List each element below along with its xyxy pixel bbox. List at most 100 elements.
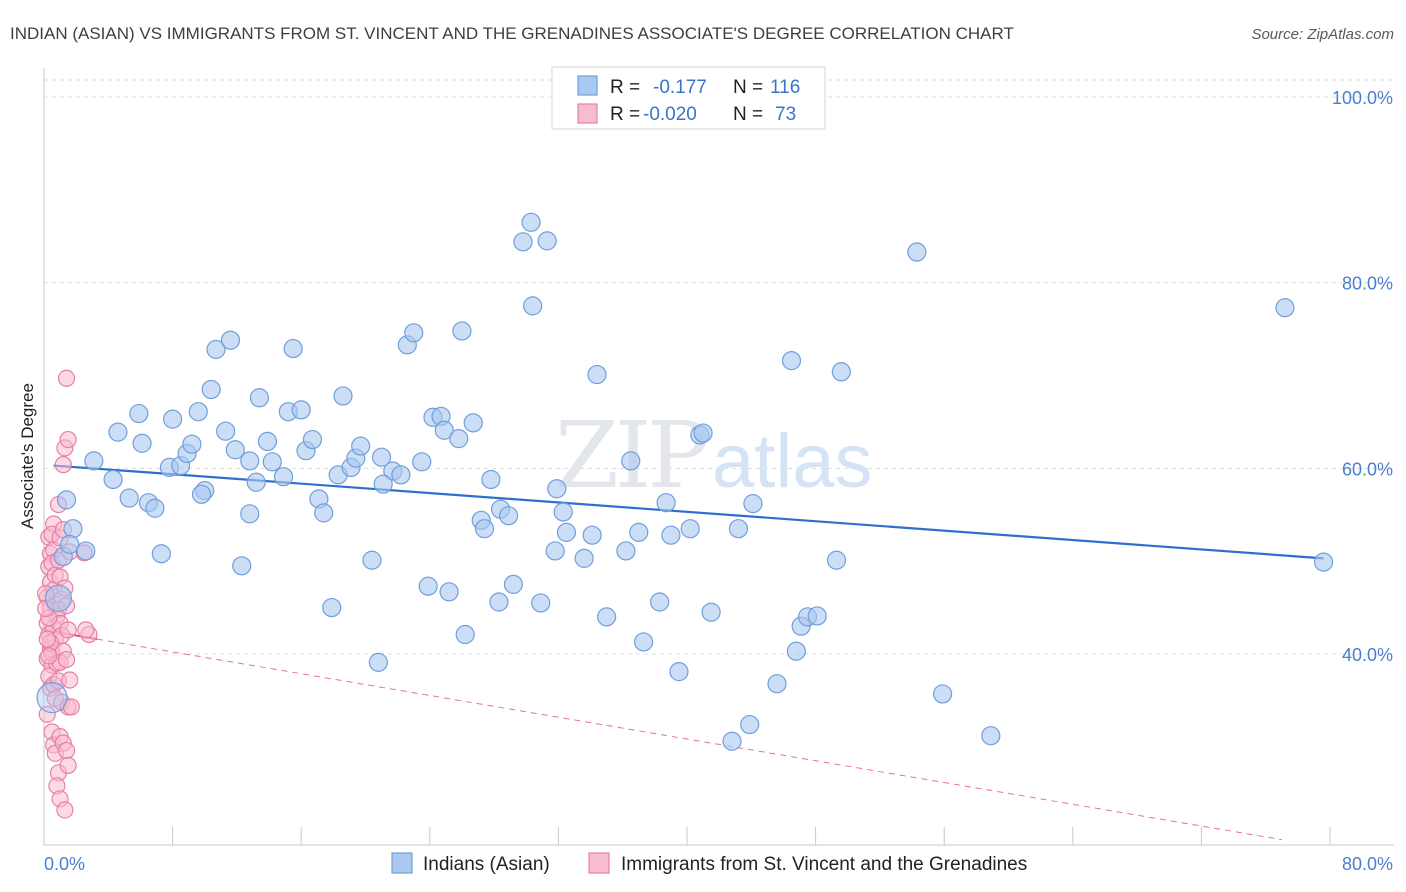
series-blue-points <box>36 212 1334 751</box>
scatter-point-blue <box>531 593 551 613</box>
scatter-point-blue <box>616 541 636 561</box>
scatter-point-blue <box>449 429 469 449</box>
legend-n-label-2: N = <box>733 104 763 125</box>
scatter-point-blue <box>145 498 165 518</box>
scatter-point-pink <box>57 741 76 760</box>
legend-r-label-2: R = <box>610 104 640 125</box>
scatter-point-blue <box>273 467 294 487</box>
scatter-point-blue <box>907 242 927 262</box>
scatter-point-blue <box>669 662 689 682</box>
scatter-point-pink <box>59 430 77 449</box>
scatter-point-blue <box>188 402 208 422</box>
scatter-point-blue <box>831 362 851 382</box>
scatter-point-blue <box>283 338 303 359</box>
scatter-point-pink <box>77 621 95 639</box>
scatter-point-blue <box>680 519 700 539</box>
bottom-legend: Indians (Asian) Immigrants from St. Vinc… <box>391 852 1027 875</box>
scatter-point-blue <box>368 652 388 672</box>
scatter-point-blue <box>371 447 392 467</box>
scatter-point-blue <box>728 519 749 539</box>
scatter-point-blue <box>108 422 128 442</box>
legend-r-value-2: -0.020 <box>643 104 697 125</box>
scatter-point-blue <box>547 479 567 499</box>
scatter-point-blue <box>151 544 171 564</box>
bottom-legend-swatch-blue <box>391 852 413 874</box>
watermark: ZIP atlas <box>555 402 873 509</box>
scatter-point-blue <box>232 556 252 576</box>
scatter-point-blue <box>807 606 827 626</box>
scatter-point-blue <box>489 592 509 612</box>
scatter-point-pink <box>40 647 58 665</box>
y-axis-title: Associate's Degree <box>18 383 37 529</box>
watermark-atlas: atlas <box>712 419 873 504</box>
legend-n-label-1: N = <box>733 77 763 98</box>
scatter-point-pink <box>59 756 77 775</box>
y-tick-labels: 40.0% 60.0% 80.0% 100.0% <box>1332 88 1393 665</box>
bottom-legend-swatch-pink <box>588 852 610 874</box>
scatter-point-blue <box>434 420 454 440</box>
scatter-point-blue <box>1275 298 1295 318</box>
legend-n-value-1: 116 <box>770 77 800 98</box>
x-tick-max: 80.0% <box>1342 854 1393 874</box>
scatter-point-blue <box>545 541 565 561</box>
scatter-point-blue <box>163 409 183 429</box>
scatter-point-pink <box>38 630 56 648</box>
scatter-point-blue <box>455 624 475 645</box>
scatter-point-blue <box>582 525 602 545</box>
x-tick-min: 0.0% <box>44 854 85 874</box>
scatter-point-pink <box>57 369 76 387</box>
legend-n-value-2: 73 <box>775 104 796 125</box>
y-tick-label: 60.0% <box>1342 459 1393 479</box>
scatter-point-blue <box>225 440 245 460</box>
y-tick-label: 100.0% <box>1332 88 1393 108</box>
scatter-point-blue <box>322 597 342 618</box>
scatter-point-blue <box>201 379 221 400</box>
scatter-point-blue <box>257 431 278 452</box>
scatter-point-pink <box>54 456 72 474</box>
scatter-point-blue <box>206 339 226 360</box>
scatter-point-blue <box>240 451 260 471</box>
scatter-point-blue <box>513 232 533 252</box>
legend-r-value-1: -0.177 <box>653 77 707 98</box>
scatter-point-blue <box>63 519 83 539</box>
legend-swatch-pink <box>577 103 598 124</box>
scatter-point-pink <box>57 650 76 669</box>
scatter-point-blue <box>362 550 382 570</box>
scatter-point-blue <box>523 296 543 316</box>
scatter-point-blue <box>351 436 371 456</box>
scatter-point-blue <box>452 321 472 341</box>
chart-title: INDIAN (ASIAN) VS IMMIGRANTS FROM ST. VI… <box>10 24 1014 43</box>
scatter-point-blue <box>262 452 282 472</box>
scatter-point-blue <box>932 684 953 704</box>
bottom-legend-label-blue: Indians (Asian) <box>423 854 550 875</box>
scatter-point-blue <box>981 726 1001 746</box>
scatter-point-blue <box>246 472 266 492</box>
scatter-point-blue <box>597 607 617 627</box>
scatter-point-blue <box>216 421 236 441</box>
scatter-point-blue <box>76 541 96 561</box>
scatter-point-blue <box>391 465 411 485</box>
scatter-point-blue <box>44 584 73 612</box>
legend-r-label-1: R = <box>610 77 640 98</box>
scatter-point-blue <box>521 212 541 232</box>
bottom-legend-label-pink: Immigrants from St. Vincent and the Gren… <box>621 854 1027 875</box>
axes <box>43 68 1394 846</box>
scatter-point-blue <box>556 522 577 542</box>
scatter-point-blue <box>418 576 438 596</box>
legend: R = -0.177 N = 116 R = -0.020 N = 73 <box>551 66 826 130</box>
scatter-point-blue <box>220 330 241 350</box>
scatter-point-pink <box>56 801 74 819</box>
scatter-point-blue <box>553 502 573 522</box>
scatter-point-blue <box>314 503 334 523</box>
scatter-point-blue <box>498 506 519 526</box>
scatter-point-blue <box>574 548 594 568</box>
scatter-point-blue <box>633 632 654 652</box>
scatter-point-blue <box>661 525 681 545</box>
scatter-point-blue <box>740 714 760 735</box>
scatter-point-blue <box>537 231 557 251</box>
scatter-point-pink <box>59 621 77 639</box>
scatter-point-blue <box>291 400 311 420</box>
scatter-point-blue <box>240 504 260 524</box>
scatter-point-blue <box>701 602 721 622</box>
